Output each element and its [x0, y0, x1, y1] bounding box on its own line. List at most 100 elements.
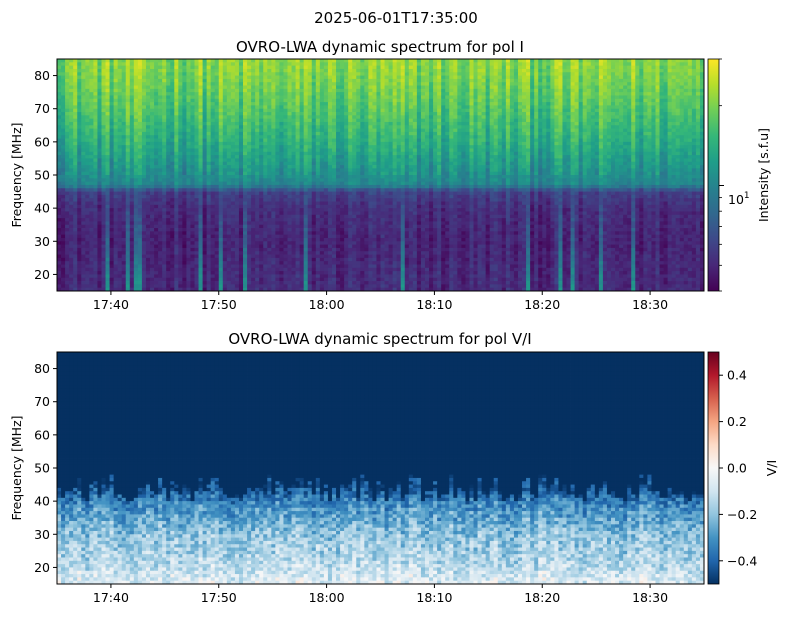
- heatmap-cell: [623, 121, 628, 126]
- heatmap-cell: [69, 155, 74, 159]
- heatmap-cell: [247, 65, 252, 70]
- heatmap-cell: [356, 82, 361, 86]
- heatmap-cell: [105, 95, 110, 100]
- heatmap-cell: [493, 148, 499, 153]
- heatmap-cell: [283, 65, 288, 70]
- heatmap-cell: [420, 108, 426, 113]
- heatmap-cell: [671, 131, 677, 136]
- heatmap-cell: [679, 138, 685, 143]
- heatmap-cell: [598, 75, 604, 80]
- heatmap-cell: [214, 98, 220, 103]
- heatmap-cell: [404, 112, 410, 116]
- heatmap-cell: [323, 108, 329, 113]
- heatmap-cell: [554, 118, 559, 123]
- heatmap-cell: [137, 151, 143, 156]
- heatmap-cell: [635, 151, 640, 156]
- heatmap-cell: [586, 155, 592, 159]
- heatmap-cell: [594, 98, 600, 103]
- heatmap-cell: [538, 82, 543, 86]
- heatmap-cell: [683, 105, 689, 110]
- heatmap-cell: [562, 141, 567, 146]
- heatmap-cell: [141, 62, 147, 67]
- heatmap-cell: [566, 108, 571, 113]
- heatmap-cell: [206, 78, 212, 83]
- heatmap-cell: [691, 155, 697, 159]
- heatmap-cell: [299, 88, 305, 93]
- heatmap-cell: [129, 112, 135, 116]
- heatmap-cell: [380, 112, 385, 116]
- heatmap-cell: [542, 65, 547, 70]
- heatmap-cell: [226, 148, 232, 153]
- heatmap-cell: [352, 148, 357, 153]
- heatmap-cell: [344, 145, 349, 149]
- heatmap-cell: [190, 138, 195, 143]
- heatmap-cell: [198, 62, 203, 67]
- heatmap-cell: [424, 98, 430, 103]
- heatmap-cell: [602, 75, 608, 80]
- heatmap-cell: [323, 88, 329, 93]
- heatmap-cell: [303, 141, 309, 146]
- heatmap-cell: [93, 112, 98, 116]
- heatmap-cell: [222, 141, 228, 146]
- heatmap-cell: [659, 118, 664, 123]
- heatmap-cell: [368, 145, 373, 149]
- heatmap-cell: [469, 78, 474, 83]
- heatmap-cell: [445, 62, 450, 67]
- heatmap-cell: [101, 65, 106, 70]
- heatmap-cell: [206, 59, 212, 63]
- heatmap-cell: [222, 155, 228, 159]
- heatmap-cell: [582, 65, 588, 70]
- heatmap-cell: [376, 131, 381, 136]
- heatmap-cell: [619, 151, 624, 156]
- heatmap-cell: [113, 135, 119, 139]
- heatmap-cell: [85, 75, 90, 80]
- heatmap-cell: [538, 108, 543, 113]
- heatmap-cell: [230, 155, 236, 159]
- heatmap-cell: [420, 141, 426, 146]
- heatmap-cell: [505, 118, 511, 123]
- heatmap-cell: [602, 59, 608, 63]
- heatmap-cell: [218, 85, 224, 90]
- heatmap-cell: [546, 95, 551, 100]
- heatmap-cell: [166, 92, 171, 96]
- heatmap-cell: [473, 128, 478, 133]
- heatmap-cell: [243, 108, 248, 113]
- heatmap-cell: [465, 141, 470, 146]
- heatmap-cell: [627, 85, 632, 90]
- heatmap-cell: [687, 138, 693, 143]
- heatmap-cell: [137, 161, 143, 166]
- heatmap-cell: [336, 98, 341, 103]
- heatmap-cell: [659, 141, 664, 146]
- heatmap-cell: [166, 95, 171, 100]
- heatmap-cell: [578, 72, 584, 76]
- heatmap-cell: [679, 141, 685, 146]
- heatmap-cell: [113, 141, 119, 146]
- heatmap-cell: [420, 118, 426, 123]
- heatmap-cell: [186, 82, 191, 86]
- heatmap-cell: [307, 128, 313, 133]
- heatmap-cell: [376, 125, 381, 129]
- heatmap-cell: [238, 145, 244, 149]
- heatmap-cell: [497, 105, 503, 110]
- heatmap-cell: [186, 155, 191, 159]
- heatmap-cell: [93, 75, 98, 80]
- heatmap-cell: [465, 88, 470, 93]
- heatmap-cell: [117, 128, 123, 133]
- heatmap-cell: [497, 112, 503, 116]
- heatmap-cell: [77, 148, 82, 153]
- heatmap-cell: [150, 135, 155, 139]
- heatmap-cell: [162, 102, 167, 106]
- heatmap-cell: [513, 68, 519, 73]
- heatmap-cell: [344, 131, 349, 136]
- heatmap-cell: [441, 135, 446, 139]
- heatmap-cell: [594, 141, 600, 146]
- heatmap-cell: [158, 92, 163, 96]
- heatmap-cell: [635, 108, 640, 113]
- heatmap-cell: [150, 88, 155, 93]
- heatmap-cell: [546, 65, 551, 70]
- heatmap-cell: [513, 155, 519, 159]
- heatmap-cell: [453, 148, 458, 153]
- heatmap-cell: [400, 62, 406, 67]
- heatmap-cell: [352, 155, 357, 159]
